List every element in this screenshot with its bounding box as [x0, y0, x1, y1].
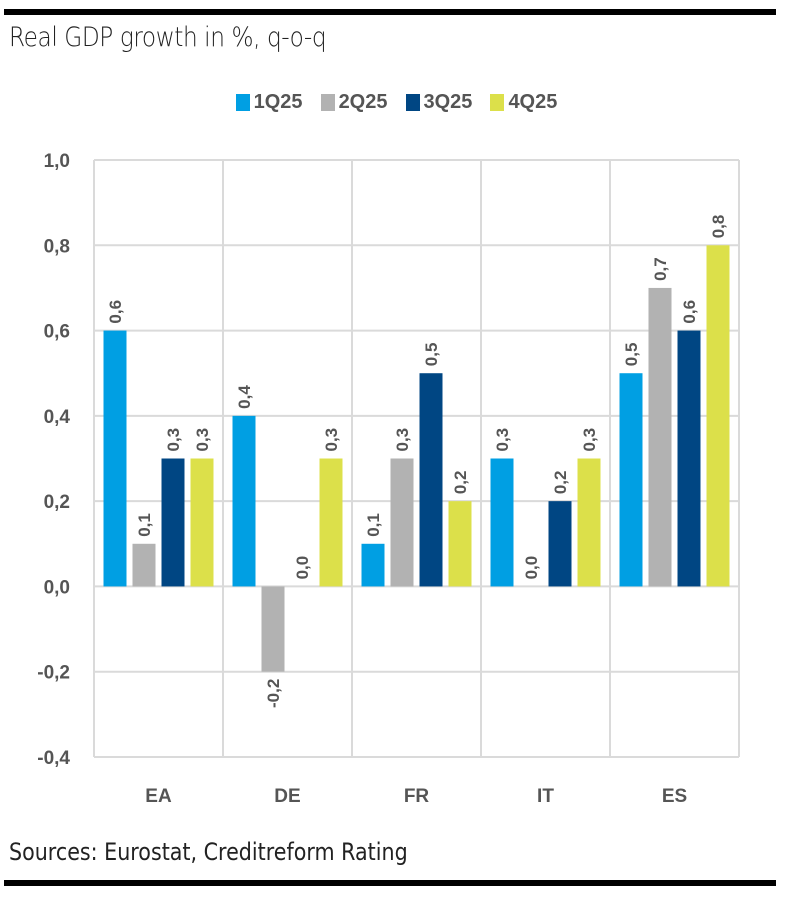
data-label: 0,8	[709, 215, 728, 239]
legend-label: 1Q25	[253, 91, 303, 113]
bar-de-4q25	[319, 458, 343, 587]
bar-it-1q25	[490, 458, 514, 587]
data-label: 0,2	[551, 471, 570, 495]
data-label: 0,3	[193, 428, 212, 452]
source-note: Sources: Eurostat, Creditreform Rating	[9, 838, 408, 866]
y-tick-label: 0,4	[44, 407, 71, 428]
bar-ea-3q25	[161, 458, 185, 587]
legend-label: 2Q25	[338, 91, 388, 113]
data-label: 0,6	[680, 300, 699, 324]
x-tick-label: DE	[274, 786, 300, 807]
bar-ea-4q25	[190, 458, 214, 587]
bar-es-1q25	[619, 373, 643, 587]
top-rule	[4, 9, 776, 15]
data-label: 0,5	[422, 343, 441, 367]
y-tick-label: -0,4	[37, 748, 70, 769]
legend-item-3q25: 3Q25	[405, 91, 473, 114]
bar-fr-2q25	[390, 458, 414, 587]
x-tick-label: ES	[662, 786, 687, 807]
legend-item-2q25: 2Q25	[320, 91, 388, 114]
bar-es-4q25	[706, 245, 730, 587]
bar-fr-1q25	[361, 543, 385, 587]
legend-label: 3Q25	[423, 91, 473, 113]
data-label: 0,5	[622, 343, 641, 367]
bottom-rule	[4, 880, 776, 886]
legend-item-1q25: 1Q25	[235, 91, 303, 114]
data-label: 0,3	[322, 428, 341, 452]
data-label: 0,7	[651, 257, 670, 281]
bar-ea-2q25	[132, 543, 156, 587]
bar-es-3q25	[677, 330, 701, 587]
data-label: 0,1	[364, 513, 383, 537]
data-label: 0,3	[493, 428, 512, 452]
y-tick-label: 1,0	[44, 151, 70, 172]
legend-swatch-4q25	[490, 94, 505, 111]
bar-fr-3q25	[419, 373, 443, 587]
y-tick-label: 0,0	[44, 577, 70, 598]
data-label: 0,0	[522, 556, 541, 580]
data-label: 0,3	[580, 428, 599, 452]
data-label: 0,0	[293, 556, 312, 580]
legend-swatch-3q25	[405, 94, 420, 111]
data-label: 0,6	[106, 300, 125, 324]
data-label: 0,3	[393, 428, 412, 452]
data-label: 0,4	[235, 385, 254, 409]
y-tick-label: 0,6	[44, 322, 70, 343]
bar-es-2q25	[648, 287, 672, 587]
legend-swatch-1q25	[235, 94, 250, 111]
y-tick-label: 0,8	[44, 236, 70, 257]
bar-ea-1q25	[103, 330, 127, 587]
legend-label: 4Q25	[508, 91, 558, 113]
bar-de-2q25	[261, 586, 285, 672]
bar-it-4q25	[577, 458, 601, 587]
bar-de-1q25	[232, 415, 256, 587]
chart-title: Real GDP growth in %, q-o-q	[9, 22, 327, 53]
data-label: 0,1	[135, 513, 154, 537]
bar-fr-4q25	[448, 501, 472, 587]
legend-item-4q25: 4Q25	[490, 91, 557, 114]
x-tick-label: IT	[537, 786, 554, 807]
x-tick-label: FR	[404, 786, 430, 807]
data-label: 0,2	[451, 471, 470, 495]
legend: 1Q25 2Q25 3Q25 4Q25	[0, 91, 793, 114]
x-tick-label: EA	[145, 786, 172, 807]
bar-it-3q25	[548, 501, 572, 587]
data-label: 0,3	[164, 428, 183, 452]
y-tick-label: -0,2	[37, 663, 70, 684]
legend-swatch-2q25	[320, 94, 335, 111]
y-tick-label: 0,2	[44, 492, 70, 513]
data-label: -0,2	[264, 679, 283, 708]
